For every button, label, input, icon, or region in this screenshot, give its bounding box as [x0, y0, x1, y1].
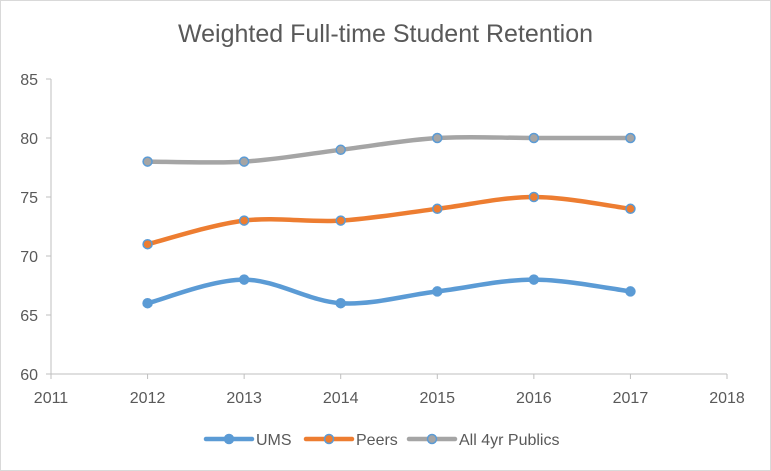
y-tick-label: 75	[20, 190, 38, 207]
x-tick-label: 2015	[419, 390, 455, 407]
legend-marker-peers	[323, 433, 335, 445]
x-tick-label: 2013	[226, 390, 262, 407]
x-tick-label: 2011	[34, 390, 69, 407]
data-point-all-4yr-publics	[625, 132, 636, 144]
x-tick-label: 2016	[516, 390, 552, 407]
y-tick-label: 65	[20, 308, 38, 325]
data-point-all-4yr-publics	[528, 132, 540, 144]
data-point-ums	[335, 297, 346, 309]
data-point-ums	[625, 286, 636, 297]
y-tick-label: 60	[20, 367, 38, 384]
x-tick-label: 2012	[130, 390, 166, 407]
y-tick-label: 80	[20, 131, 38, 148]
series-line-all-4yr-publics	[145, 134, 633, 165]
data-point-peers	[625, 203, 636, 215]
legend-marker-ums	[223, 433, 235, 445]
data-point-all-4yr-publics	[142, 156, 153, 167]
x-tick-label: 2018	[709, 390, 745, 407]
data-point-all-4yr-publics	[238, 156, 250, 167]
legend-label-peers: Peers	[356, 432, 398, 449]
y-tick-label: 85	[20, 72, 38, 89]
legend-label-all-4yr-publics: All 4yr Publics	[459, 432, 559, 449]
data-point-peers	[528, 191, 540, 203]
data-point-ums	[238, 274, 250, 285]
data-point-ums	[142, 297, 153, 309]
x-tick-label: 2017	[613, 390, 649, 407]
data-point-ums	[528, 274, 540, 285]
data-point-peers	[238, 215, 250, 226]
chart-title: Weighted Full-time Student Retention	[177, 20, 594, 48]
data-point-peers	[432, 203, 443, 215]
legend-marker-all-4yr-publics	[426, 433, 438, 445]
legend-label-ums: UMS	[256, 432, 292, 449]
data-point-peers	[142, 238, 153, 250]
data-point-peers	[335, 215, 346, 226]
y-tick-label: 70	[20, 249, 38, 266]
series-line-ums	[145, 277, 633, 306]
data-point-ums	[432, 286, 443, 297]
data-point-all-4yr-publics	[335, 144, 346, 156]
data-point-all-4yr-publics	[432, 132, 443, 144]
x-tick-label: 2014	[323, 390, 359, 407]
series-line-peers	[145, 194, 633, 247]
